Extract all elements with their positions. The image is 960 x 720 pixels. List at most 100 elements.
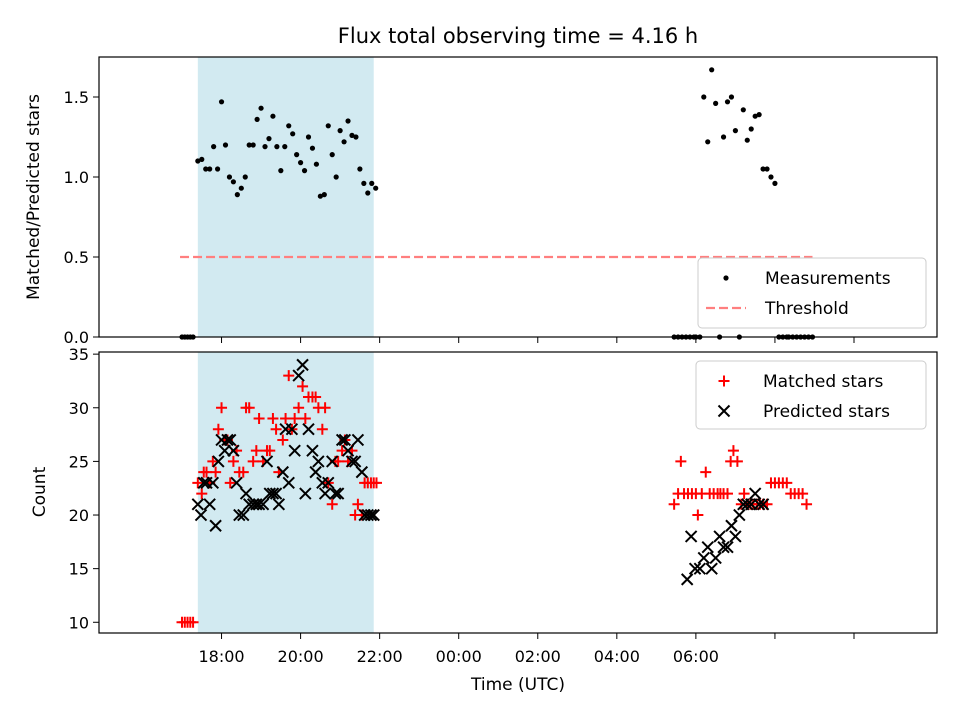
measurement-point (772, 180, 778, 186)
y-tick-label: 1.5 (64, 88, 89, 107)
y-tick-label: 10 (69, 613, 89, 632)
predicted-star-point (322, 476, 335, 490)
predicted-star-point (282, 476, 295, 490)
predicted-star-point (697, 551, 710, 565)
measurement-point (207, 166, 213, 172)
y-axis-label-bottom: Count (30, 466, 50, 517)
measurement-point (222, 142, 229, 148)
predicted-star-point (256, 498, 270, 511)
predicted-star-point (701, 540, 714, 554)
matched-star-point (250, 445, 262, 457)
matched-star-point (289, 412, 301, 424)
measurement-point (325, 123, 331, 129)
matched-star-point (675, 455, 687, 467)
predicted-star-point (288, 444, 301, 457)
measurement-point (768, 174, 774, 180)
matched-star-point (319, 402, 331, 414)
predicted-star-point (237, 508, 250, 522)
measurement-point (337, 128, 343, 134)
measurement-point (740, 107, 746, 113)
matched-star-point (277, 434, 289, 446)
predicted-star-point (688, 562, 702, 575)
x-tick-label: 02:00 (515, 647, 561, 666)
measurement-point (709, 67, 715, 73)
legend-x-icon (717, 404, 731, 418)
predicted-star-point (206, 476, 220, 490)
measurement-point (203, 166, 209, 172)
measurement-point (290, 131, 296, 137)
legend-box (695, 360, 927, 430)
matched-star-point (700, 466, 712, 478)
matched-star-point (668, 498, 680, 510)
measurement-point (333, 174, 339, 180)
predicted-star-point (729, 530, 742, 543)
predicted-star-point (721, 540, 734, 554)
measurement-point (218, 99, 225, 105)
y-tick-label: 15 (69, 560, 89, 579)
predicted-star-point (194, 508, 208, 522)
predicted-star-point (684, 530, 698, 543)
measurement-point (286, 123, 292, 129)
measurement-point (242, 174, 248, 180)
matched-star-point (722, 488, 733, 500)
predicted-star-point (292, 369, 305, 382)
predicted-star-point (318, 487, 332, 500)
predicted-star-point (345, 455, 359, 468)
predicted-star-point (252, 498, 266, 511)
predicted-star-point (266, 487, 280, 500)
predicted-star-point (725, 519, 738, 532)
measurement-point (214, 166, 221, 172)
measurement-point (234, 192, 240, 198)
measurement-point (266, 136, 272, 142)
measurement-point (760, 166, 766, 172)
measurement-point (365, 190, 371, 196)
matched-star-point (781, 477, 793, 489)
legend-label: Measurements (765, 269, 891, 289)
predicted-star-point (348, 455, 362, 468)
measurement-point (270, 113, 276, 119)
measurement-point (329, 152, 335, 158)
y-axis-ticks-bottom: 10 15 20 25 30 35 (69, 345, 99, 632)
matched-star-point (187, 616, 199, 628)
measurement-point (361, 180, 367, 186)
predicted-star-point (272, 498, 286, 511)
matched-star-point (370, 477, 382, 489)
predicted-star-point (299, 487, 312, 500)
predicted-star-point (713, 530, 726, 543)
predicted-star-point (285, 423, 299, 436)
predicted-star-point (227, 444, 240, 457)
measurement-point (309, 145, 316, 151)
y-axis-label-top: Matched/Predicted stars (24, 94, 44, 300)
predicted-star-point (367, 508, 380, 522)
measurement-point (353, 134, 359, 140)
matched-star-point (692, 509, 704, 521)
measurement-point (250, 142, 256, 148)
predicted-star-point (233, 508, 246, 522)
matched-star-point (352, 498, 364, 510)
predicted-star-point (203, 498, 216, 511)
predicted-star-point (693, 562, 707, 575)
panel-ratio: 0.0 0.5 1.0 1.5 Matched/Predicted stars Mea… (24, 56, 938, 347)
measurement-point (345, 118, 351, 124)
predicted-star-point (239, 487, 253, 500)
predicted-star-point (733, 508, 746, 522)
matched-star-point (253, 412, 265, 424)
measurement-point (294, 152, 300, 158)
measurement-point (254, 116, 260, 122)
measurement-point (313, 161, 320, 167)
measurement-point (713, 100, 719, 106)
predicted-star-point (338, 433, 352, 447)
predicted-star-point (351, 433, 365, 447)
predicted-star-point (717, 540, 730, 554)
matched-star-point (310, 391, 322, 403)
predicted-star-point (302, 423, 315, 436)
measurement-point (301, 168, 308, 174)
matched-star-point (247, 455, 259, 467)
matched-star-point (270, 423, 282, 435)
x-tick-label: 04:00 (594, 647, 640, 666)
predicted-star-point (741, 498, 754, 511)
matched-star-point (299, 412, 311, 424)
x-tick-label: 22:00 (357, 647, 403, 666)
measurement-point (369, 180, 375, 186)
predicted-star-point (355, 465, 369, 479)
